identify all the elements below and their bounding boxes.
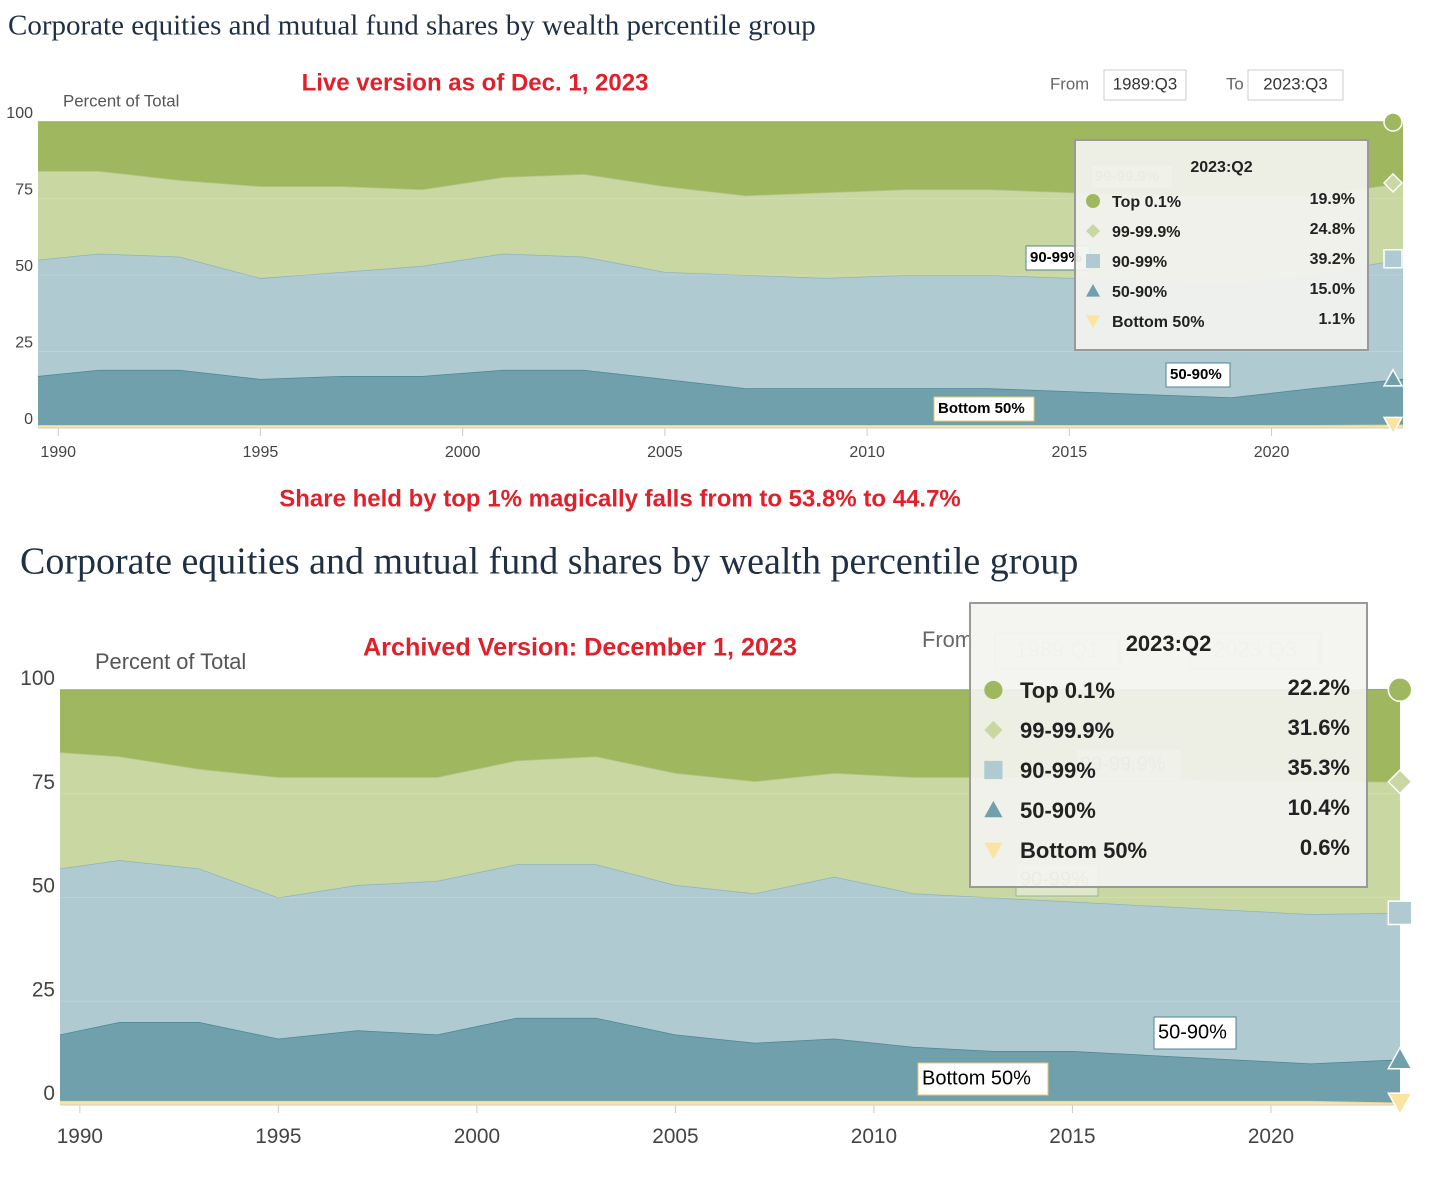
range-from: 1989:Q3 [1113,74,1177,93]
y-tick-label: 25 [32,978,55,1001]
y-tick-label: 0 [43,1082,55,1105]
tooltip-value: 0.6% [1300,835,1350,860]
y-tick-label: 50 [15,258,33,275]
x-tick-label: 2000 [454,1125,500,1148]
y-axis-label: Percent of Total [63,91,179,110]
x-tick-label: 1990 [57,1125,103,1148]
tooltip-box [1074,139,1369,351]
tooltip-name: 50-90% [1112,284,1167,301]
x-tick-label: 2020 [1248,1125,1294,1148]
tooltip-title: 2023:Q2 [1190,159,1252,176]
tooltip-value: 22.2% [1288,675,1350,700]
y-tick-label: 25 [15,335,33,352]
tooltip-symbol [1086,284,1100,297]
tooltip-value: 1.1% [1319,311,1355,328]
tooltip-title: 2023:Q2 [1126,631,1212,656]
x-tick-label: 2005 [647,444,683,461]
end-marker [1387,900,1413,926]
end-marker [1382,416,1404,436]
series-label-box [1165,362,1231,388]
x-tick-label: 1995 [243,444,279,461]
area [38,122,1403,196]
tooltip-name: Bottom 50% [1020,838,1147,863]
caption: Share held by top 1% magically falls fro… [279,485,961,512]
area [60,860,1400,1064]
tooltip-name: 99-99.9% [1112,224,1181,241]
x-tick-label: 1990 [40,444,76,461]
tooltip-value: 10.4% [1288,795,1350,820]
end-marker [1383,249,1403,269]
tooltip-name: Top 0.1% [1020,678,1115,703]
chart-title: Corporate equities and mutual fund share… [8,10,816,42]
tooltip-box [969,602,1368,888]
series-label: 50-90% [1158,1021,1227,1043]
area [38,253,1403,398]
chart-title: Corporate equities and mutual fund share… [20,541,1078,583]
tooltip-name: 90-99% [1112,254,1167,271]
series-label: Bottom 50% [938,400,1025,417]
tooltip-symbol [984,720,1003,740]
end-marker [1387,1046,1413,1070]
series-label: 50-90% [1170,366,1222,383]
end-marker [1383,112,1403,132]
annotation: Live version as of Dec. 1, 2023 [302,69,649,96]
x-tick-label: 2020 [1254,444,1290,461]
area [38,369,1403,425]
series-label: Bottom 50% [922,1067,1031,1089]
x-tick-label: 1995 [255,1125,301,1148]
x-tick-label: 2010 [851,1125,897,1148]
tooltip-symbol [984,842,1003,860]
end-marker [1387,1092,1413,1116]
range-to-label: To [1226,74,1244,93]
x-tick-label: 2015 [1049,1125,1095,1148]
range-to-box [1247,69,1344,101]
tooltip-name: 99-99.9% [1020,718,1114,743]
y-tick-label: 100 [20,667,55,690]
tooltip-symbol [984,800,1003,818]
range-from-label: From [1050,74,1089,93]
series-label-box [1153,1016,1237,1050]
series-label-box [933,396,1035,422]
tooltip-value: 35.3% [1288,755,1350,780]
range-from-label: From [922,627,973,652]
tooltip-symbol [1086,224,1100,238]
x-tick-label: 2005 [652,1125,698,1148]
tooltip-symbol [1086,194,1100,208]
tooltip-value: 31.6% [1288,715,1350,740]
y-tick-label: 75 [15,182,33,199]
tooltip-symbol [984,760,1003,780]
tooltip-value: 39.2% [1310,251,1355,268]
area [60,1100,1400,1105]
y-tick-label: 50 [32,875,55,898]
tooltip-value: 24.8% [1310,221,1355,238]
end-marker [1387,768,1413,795]
x-tick-label: 2000 [445,444,481,461]
y-tick-label: 75 [32,771,55,794]
range-from-box [1103,69,1187,101]
tooltip-name: Bottom 50% [1112,314,1204,331]
area [60,1017,1400,1103]
tooltip-value: 19.9% [1310,191,1355,208]
range-to: 2023:Q3 [1263,74,1327,93]
tooltip-name: 50-90% [1020,798,1096,823]
x-tick-label: 2010 [849,444,885,461]
tooltip-symbol [1086,254,1100,268]
tooltip-name: 90-99% [1020,758,1096,783]
y-axis-label: Percent of Total [95,649,246,674]
annotation: Archived Version: December 1, 2023 [363,634,797,662]
tooltip-value: 15.0% [1310,281,1355,298]
series-label: 90-99% [1030,249,1082,266]
end-marker [1382,368,1404,387]
series-label-box [917,1062,1049,1096]
end-marker [1382,172,1404,193]
y-tick-label: 100 [6,105,33,122]
x-tick-label: 2015 [1052,444,1088,461]
end-marker [1387,677,1413,703]
tooltip-symbol [1086,315,1100,328]
tooltip-name: Top 0.1% [1112,194,1181,211]
y-tick-label: 0 [24,411,33,428]
tooltip-symbol [984,680,1003,700]
